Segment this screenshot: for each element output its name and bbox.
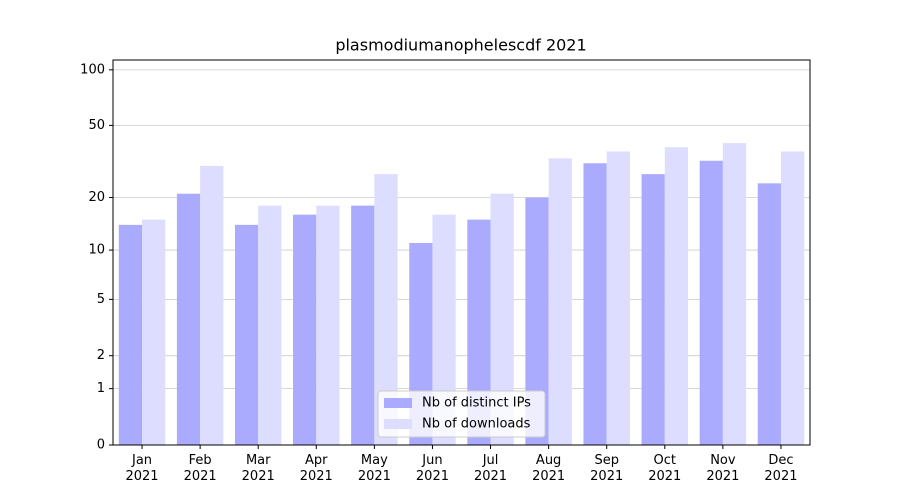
bar [351, 205, 375, 445]
legend-swatch [384, 398, 412, 408]
x-tick-label: Apr 2021 [299, 453, 333, 484]
x-tick-label: Jun 2021 [415, 453, 449, 484]
bar [316, 205, 340, 445]
axes-frame [112, 59, 811, 446]
legend-label: Nb of distinct IPs [422, 396, 531, 411]
x-tick-label: May 2021 [357, 453, 391, 484]
y-tick-label: 2 [97, 348, 105, 363]
bar [467, 219, 491, 445]
legend-label: Nb of downloads [422, 417, 531, 432]
bar [699, 160, 723, 445]
y-tick-label: 5 [97, 292, 105, 307]
y-tick-label: 0 [97, 438, 105, 453]
bar [176, 193, 201, 445]
legend-swatch [384, 419, 412, 429]
x-tick-label: Jul 2021 [473, 453, 508, 484]
x-tick-label: Oct 2021 [648, 453, 682, 484]
bar [664, 147, 689, 445]
bar [525, 197, 549, 445]
y-tick-label: 1 [97, 381, 105, 396]
bar [583, 163, 607, 445]
bar [142, 219, 166, 445]
x-tick-label: Feb 2021 [183, 453, 217, 484]
x-tick-label: Jan 2021 [125, 453, 159, 484]
x-tick-label: Aug 2021 [532, 453, 566, 484]
bar [374, 174, 398, 445]
y-tick-label: 50 [88, 118, 105, 133]
x-tick-label: Mar 2021 [241, 453, 275, 484]
bar [258, 205, 282, 445]
y-tick-label: 100 [80, 62, 105, 77]
y-tick-label: 10 [88, 243, 105, 258]
bar [432, 214, 456, 445]
chart-title: plasmodiumanophelescdf 2021 [335, 36, 586, 55]
bar [641, 174, 665, 445]
legend-box [377, 390, 546, 438]
bar [780, 151, 805, 446]
bar [200, 165, 224, 445]
bar [722, 143, 747, 445]
bar [606, 151, 630, 446]
bar [293, 214, 317, 445]
bar [118, 224, 143, 445]
bar [490, 193, 514, 445]
bar [234, 224, 259, 445]
y-tick-label: 20 [88, 190, 105, 205]
x-tick-label: Nov 2021 [706, 453, 740, 484]
bar [548, 158, 572, 445]
x-tick-label: Sep 2021 [590, 453, 624, 484]
x-tick-label: Dec 2021 [764, 453, 798, 484]
bar [757, 183, 781, 445]
legend: Nb of distinct IPs Nb of downloads [377, 390, 546, 438]
